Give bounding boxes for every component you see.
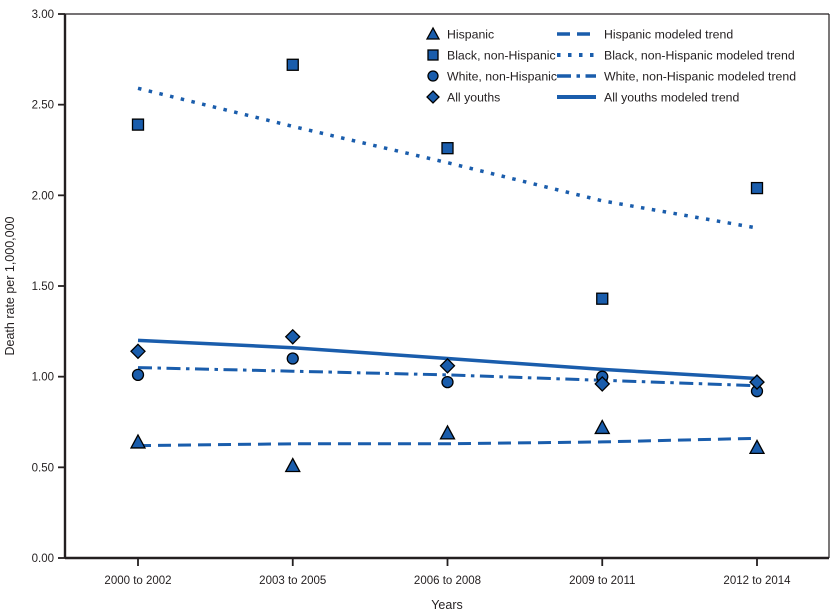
legend-white-non-hispanic-marker: [427, 70, 439, 82]
y-tick-label: 0.50: [32, 462, 54, 474]
all-youths-marker: [749, 374, 765, 391]
y-tick-label: 2.00: [32, 190, 54, 202]
x-tick-label-2000-to-2002: 2000 to 2002: [104, 575, 171, 587]
y-tick-label: 2.50: [32, 100, 54, 112]
black-non-hispanic-marker: [441, 142, 454, 155]
legend-label-white-non-hispanic: White, non-Hispanic: [447, 70, 557, 84]
y-tick-label: 0.00: [32, 553, 54, 565]
white-non-hispanic-marker: [286, 352, 299, 365]
black-non-hispanic-marker: [286, 58, 299, 71]
black-non-hispanic-marker: [596, 292, 609, 305]
hispanic-marker: [284, 457, 301, 473]
x-tick-label-2003-to-2005: 2003 to 2005: [259, 575, 326, 587]
legend-label-hispanic: Hispanic: [447, 28, 494, 42]
y-axis-title: Death rate per 1,000,000: [3, 216, 17, 355]
white-non-hispanic-marker: [441, 375, 454, 389]
black-non-hispanic-modeled-trend-line: [137, 86, 758, 230]
all-youths-marker: [284, 328, 301, 345]
x-tick-label-2006-to-2008: 2006 to 2008: [414, 575, 481, 587]
black-non-hispanic-marker: [131, 118, 145, 131]
legend-black-non-hispanic-marker: [427, 49, 439, 61]
chart-layer: 0.00 0.50 1.00 1.50 2.00 2.50 3.00 2000 to 2002…: [32, 9, 830, 587]
x-tick-label-2012-to-2014: 2012 to 2014: [723, 575, 791, 587]
legend-label-all-youths-modeled-trend: All youths modeled trend: [604, 91, 740, 105]
y-tick-label: 1.00: [32, 372, 54, 384]
all-youths-marker: [130, 343, 146, 360]
hispanic-marker: [129, 433, 147, 449]
legend-label-black-non-hispanic: Black, non-Hispanic: [447, 49, 556, 63]
all-youths-marker: [594, 376, 611, 392]
black-non-hispanic-marker: [750, 181, 764, 195]
y-tick-label: 3.00: [32, 9, 54, 21]
x-tick-label-2009-to-2011: 2009 to 2011: [569, 575, 635, 587]
all-youths-marker: [439, 357, 456, 374]
white-non-hispanic-modeled-trend-line: [137, 366, 758, 388]
legend-label-all-youths: All youths: [447, 91, 500, 105]
hispanic-marker: [439, 424, 456, 440]
legend-hispanic-marker: [425, 26, 441, 40]
hispanic-modeled-trend-line: [137, 436, 758, 448]
white-non-hispanic-marker: [131, 368, 145, 382]
legend-all-youths-marker: [426, 90, 440, 104]
x-axis-title: Years: [431, 598, 463, 612]
y-tick-label: 1.50: [32, 281, 54, 293]
legend-label-hispanic-modeled-trend: Hispanic modeled trend: [604, 28, 733, 42]
legend-label-black-non-hispanic-modeled-trend: Black, non-Hispanic modeled trend: [604, 49, 795, 63]
legend-label-white-non-hispanic-modeled-trend: White, non-Hispanic modeled trend: [604, 70, 796, 84]
hispanic-marker: [594, 419, 611, 435]
hispanic-marker: [748, 439, 766, 455]
